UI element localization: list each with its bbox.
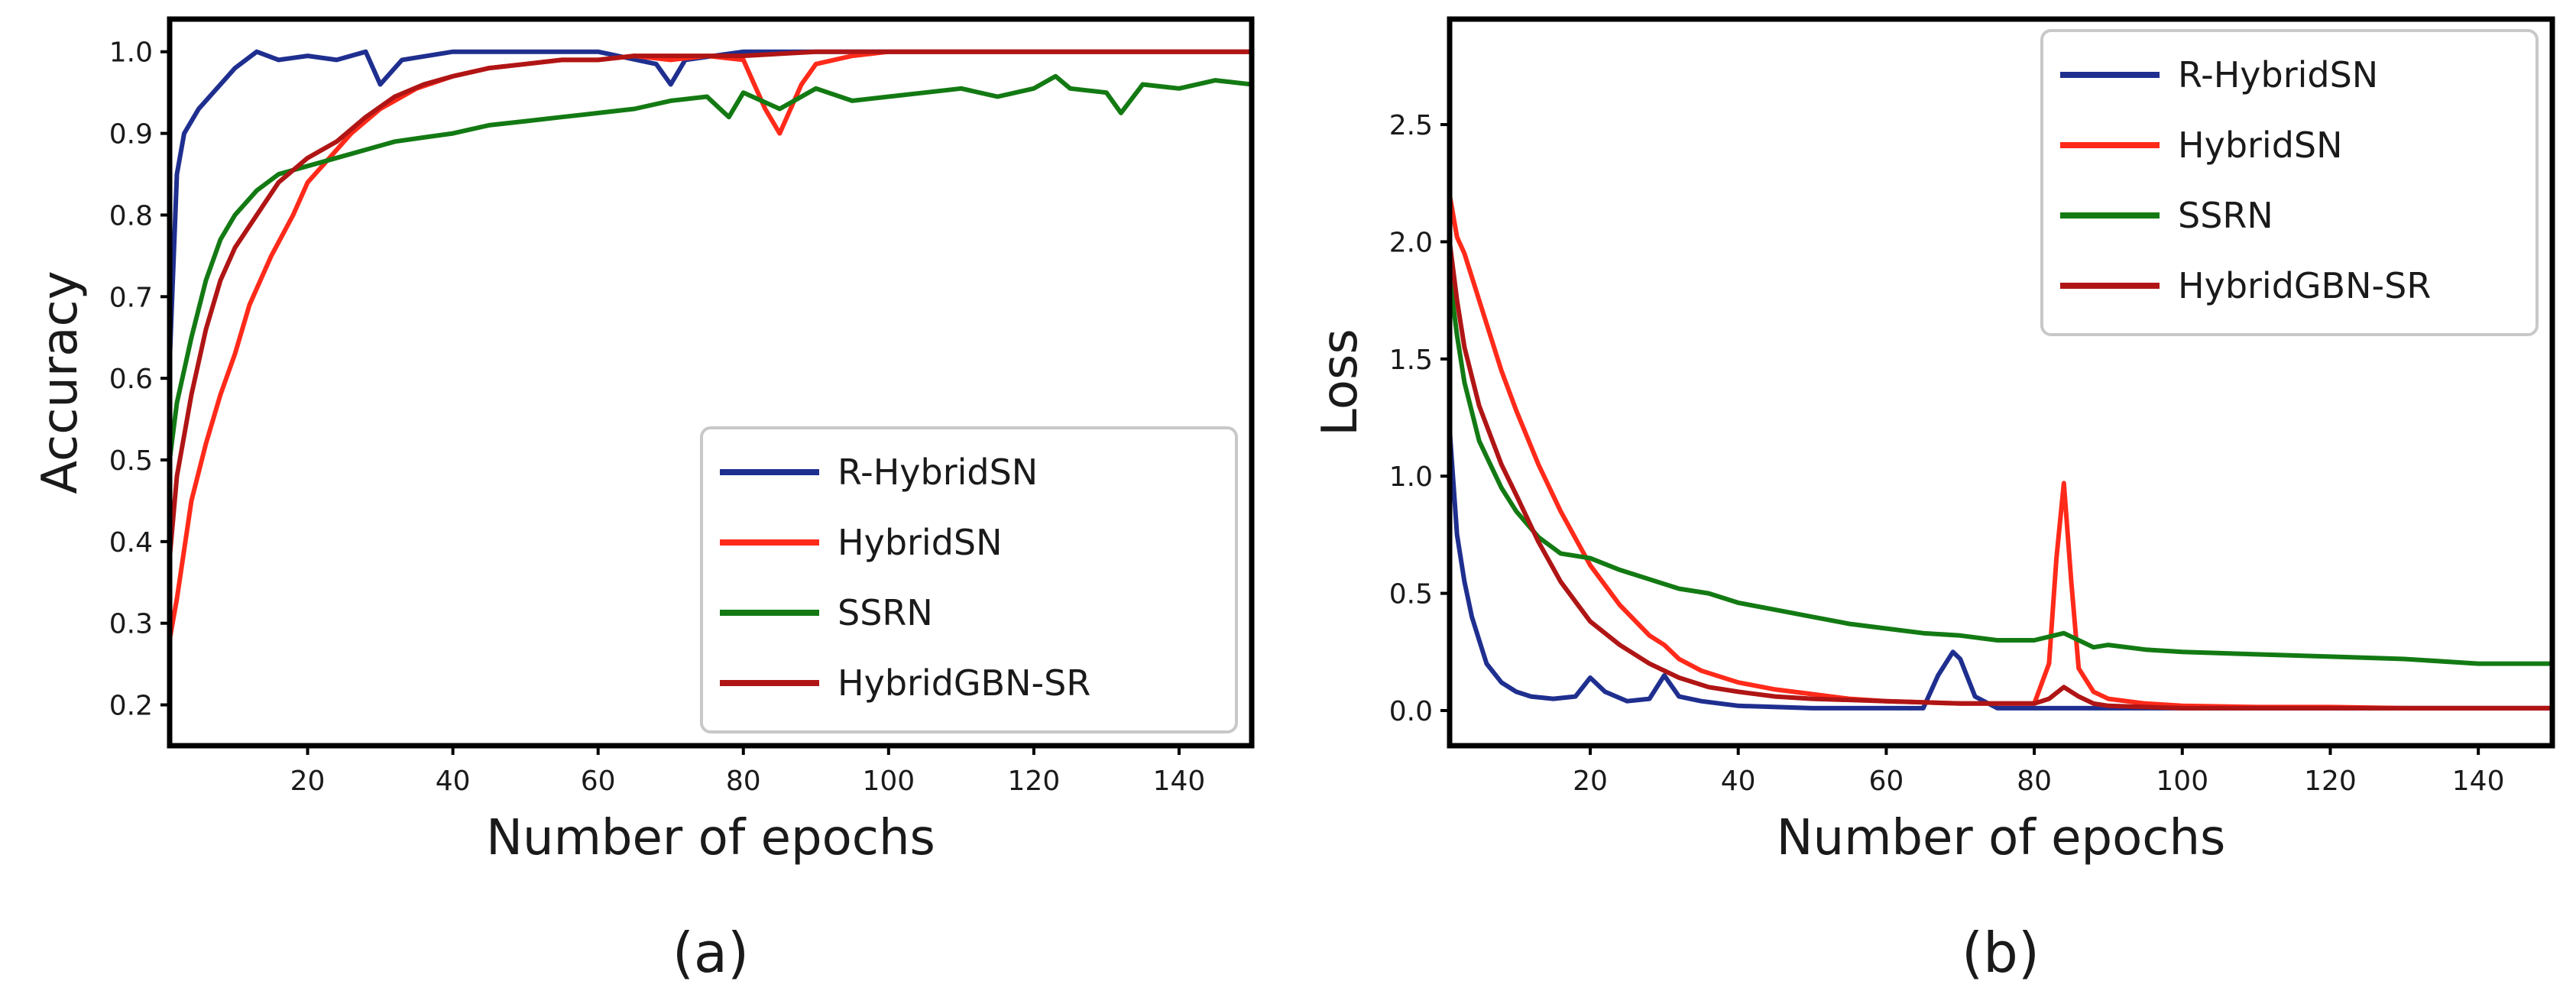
x-tick-label: 80: [726, 766, 761, 797]
x-tick-label: 100: [862, 766, 915, 797]
x-tick-label: 20: [290, 766, 326, 797]
panel-label: (b): [1962, 921, 2040, 985]
legend-entry: HybridSN: [2178, 125, 2343, 166]
legend-box: [700, 426, 1238, 733]
y-tick-label: 0.7: [109, 282, 153, 313]
series-line-ssrn: [170, 73, 1252, 462]
legend-entry: SSRN: [838, 592, 933, 633]
series-line-hybridgbn-sr: [170, 49, 1252, 561]
legend-entry: HybridGBN-SR: [2178, 265, 2431, 306]
legend: R-HybridSN HybridSN SSRN HybridGBN-SR: [700, 426, 1238, 733]
y-tick-label: 0.0: [1389, 696, 1433, 727]
legend-entry: SSRN: [2178, 195, 2273, 236]
loss-chart: 20 40 60 80 100 120 140 0.0 0.5 1.0 1.5 2.0 2.5 Numbe…: [1312, 16, 2555, 985]
legend: R-HybridSN HybridSN SSRN HybridGBN-SR: [2040, 29, 2539, 336]
x-axis-label: Number of epochs: [486, 810, 935, 866]
y-tick-label: 2.5: [1389, 110, 1433, 141]
x-tick-label: 60: [1868, 766, 1904, 797]
plot-area: [170, 49, 1252, 643]
x-tick-label: 140: [1153, 766, 1206, 797]
y-tick-label: 0.6: [109, 364, 153, 395]
x-tick-label: 140: [2452, 766, 2505, 797]
legend-box: [2040, 29, 2539, 336]
x-tick-label: 100: [2156, 766, 2208, 797]
y-tick-label: 0.3: [109, 609, 153, 640]
x-tick-label: 80: [2017, 766, 2052, 797]
x-tick-label: 120: [2304, 766, 2357, 797]
y-tick-label: 0.2: [109, 691, 153, 722]
plot-frame: [167, 16, 1255, 749]
accuracy-chart: 20 40 60 80 100 120 140 0.2 0.3 0.4 0.5 0.6 0.7 0.8 0.…: [32, 16, 1255, 985]
y-tick-label: 1.0: [109, 37, 153, 69]
y-tick-label: 0.5: [1389, 579, 1433, 610]
y-tick-label: 0.4: [109, 527, 153, 559]
legend-entry: R-HybridSN: [2178, 54, 2378, 96]
x-axis-label: Number of epochs: [1777, 810, 2226, 866]
series-line-r-hybridsn: [1450, 426, 2552, 711]
y-tick-label: 0.9: [109, 119, 153, 151]
legend-entry: HybridSN: [838, 522, 1003, 563]
y-tick-label: 0.8: [109, 200, 153, 232]
y-tick-label: 0.5: [109, 445, 153, 477]
panel-label: (a): [672, 921, 749, 985]
legend-entry: R-HybridSN: [838, 452, 1038, 493]
x-tick-label: 40: [436, 766, 471, 797]
y-tick-label: 1.5: [1389, 345, 1433, 376]
y-axis-label: Loss: [1312, 329, 1369, 436]
legend-entry: HybridGBN-SR: [838, 662, 1090, 704]
x-tick-label: 60: [581, 766, 616, 797]
series-line-hybridgbn-sr: [1450, 239, 2552, 711]
y-tick-label: 1.0: [1389, 461, 1433, 493]
y-tick-label: 2.0: [1389, 227, 1433, 258]
y-axis-label: Accuracy: [32, 270, 89, 494]
plot-area: [1450, 193, 2552, 711]
x-tick-label: 20: [1573, 766, 1608, 797]
x-tick-label: 40: [1721, 766, 1756, 797]
x-tick-label: 120: [1008, 766, 1061, 797]
plot-frame: [1447, 16, 2555, 749]
series-line-ssrn: [1450, 274, 2552, 666]
